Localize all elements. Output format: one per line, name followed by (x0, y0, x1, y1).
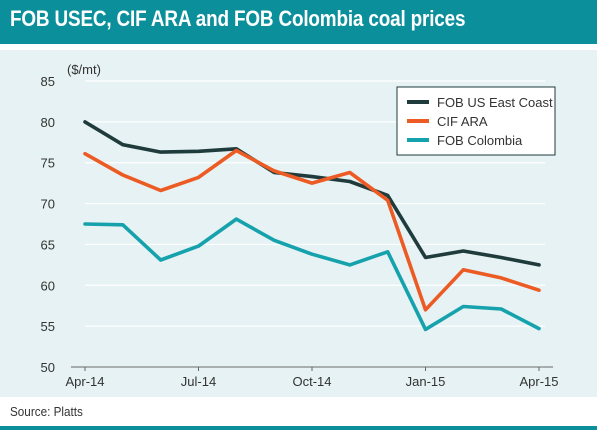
chart-title: FOB USEC, CIF ARA and FOB Colombia coal … (10, 6, 466, 31)
series-line (83, 120, 541, 267)
series-line (83, 217, 541, 332)
legend-label: FOB US East Coast (437, 95, 553, 110)
x-tick-label: Jan-15 (406, 374, 446, 389)
legend-label: FOB Colombia (437, 133, 523, 148)
y-tick-label: 80 (41, 115, 55, 130)
series-line (83, 148, 541, 312)
legend-label: CIF ARA (437, 114, 488, 129)
y-tick-label: 85 (41, 74, 55, 89)
title-bar: FOB USEC, CIF ARA and FOB Colombia coal … (0, 0, 597, 44)
x-tick-label: Jul-14 (181, 374, 216, 389)
bottom-rule (0, 426, 597, 430)
y-tick-label: 75 (41, 156, 55, 171)
x-tick-label: Apr-15 (519, 374, 558, 389)
y-tick-label: 50 (41, 360, 55, 375)
y-axis-label: ($/mt) (67, 62, 101, 77)
x-tick-label: Oct-14 (292, 374, 331, 389)
source-note: Source: Platts (10, 404, 83, 419)
y-tick-label: 70 (41, 197, 55, 212)
y-tick-label: 60 (41, 278, 55, 293)
y-tick-label: 65 (41, 237, 55, 252)
y-tick-label: 55 (41, 319, 55, 334)
x-tick-label: Apr-14 (65, 374, 104, 389)
